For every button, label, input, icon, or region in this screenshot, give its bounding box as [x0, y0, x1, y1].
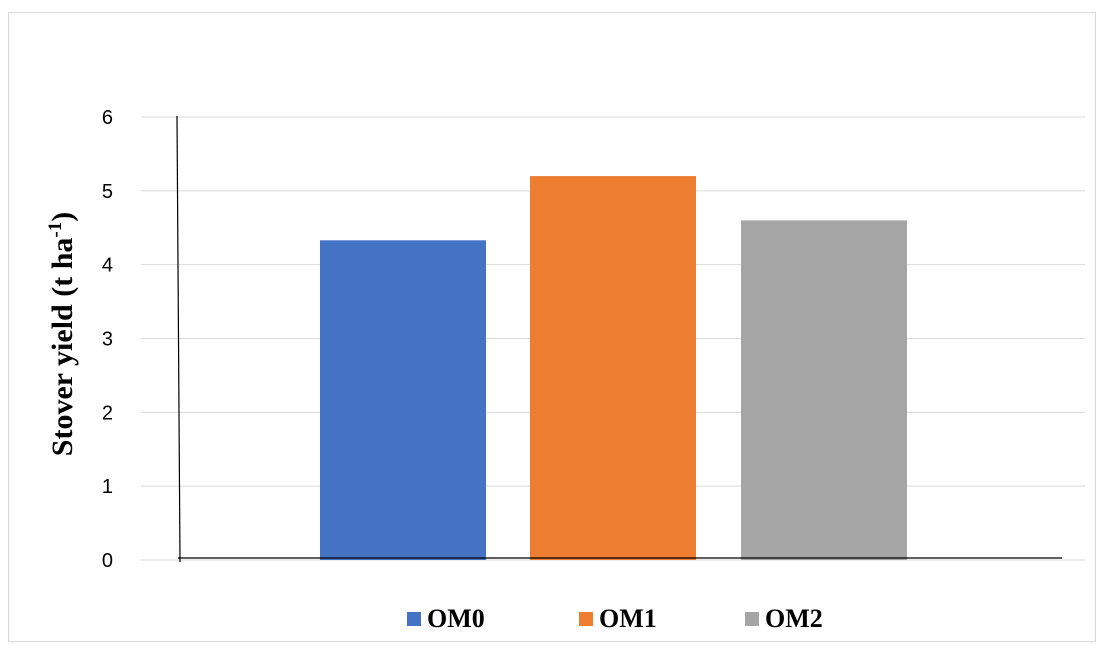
y-axis-title: Stover yield (t ha-1)	[45, 212, 79, 456]
y-axis-title-suffix: )	[46, 212, 79, 222]
legend-swatch	[579, 612, 593, 626]
y-tick-label: 0	[102, 550, 113, 572]
y-axis-line	[176, 115, 181, 563]
bar-om2	[741, 220, 907, 560]
y-tick-label: 6	[102, 107, 113, 129]
legend-swatch	[745, 612, 759, 626]
y-tick-label: 3	[102, 329, 113, 351]
y-tick-label: 2	[102, 402, 113, 424]
y-axis-title-main: Stover yield (t ha	[46, 238, 79, 457]
legend-item-om0: OM0	[407, 604, 485, 633]
y-tick-labels: 0 1 2 3 4 5 6	[102, 107, 113, 572]
legend-item-om2: OM2	[745, 604, 823, 633]
bar-om1	[530, 176, 696, 561]
legend-label: OM2	[765, 604, 823, 633]
bar-om0	[320, 240, 486, 560]
y-tick-label: 1	[102, 476, 113, 498]
bars	[320, 176, 907, 561]
y-tick-label: 4	[102, 255, 113, 277]
legend-label: OM0	[427, 604, 485, 633]
y-axis-title-superscript: -1	[45, 222, 66, 238]
axes	[176, 115, 1062, 563]
legend-swatch	[407, 612, 421, 626]
legend: OM0 OM1 OM2	[407, 604, 823, 633]
legend-label: OM1	[599, 604, 657, 633]
legend-item-om1: OM1	[579, 604, 657, 633]
y-tick-label: 5	[102, 181, 113, 203]
